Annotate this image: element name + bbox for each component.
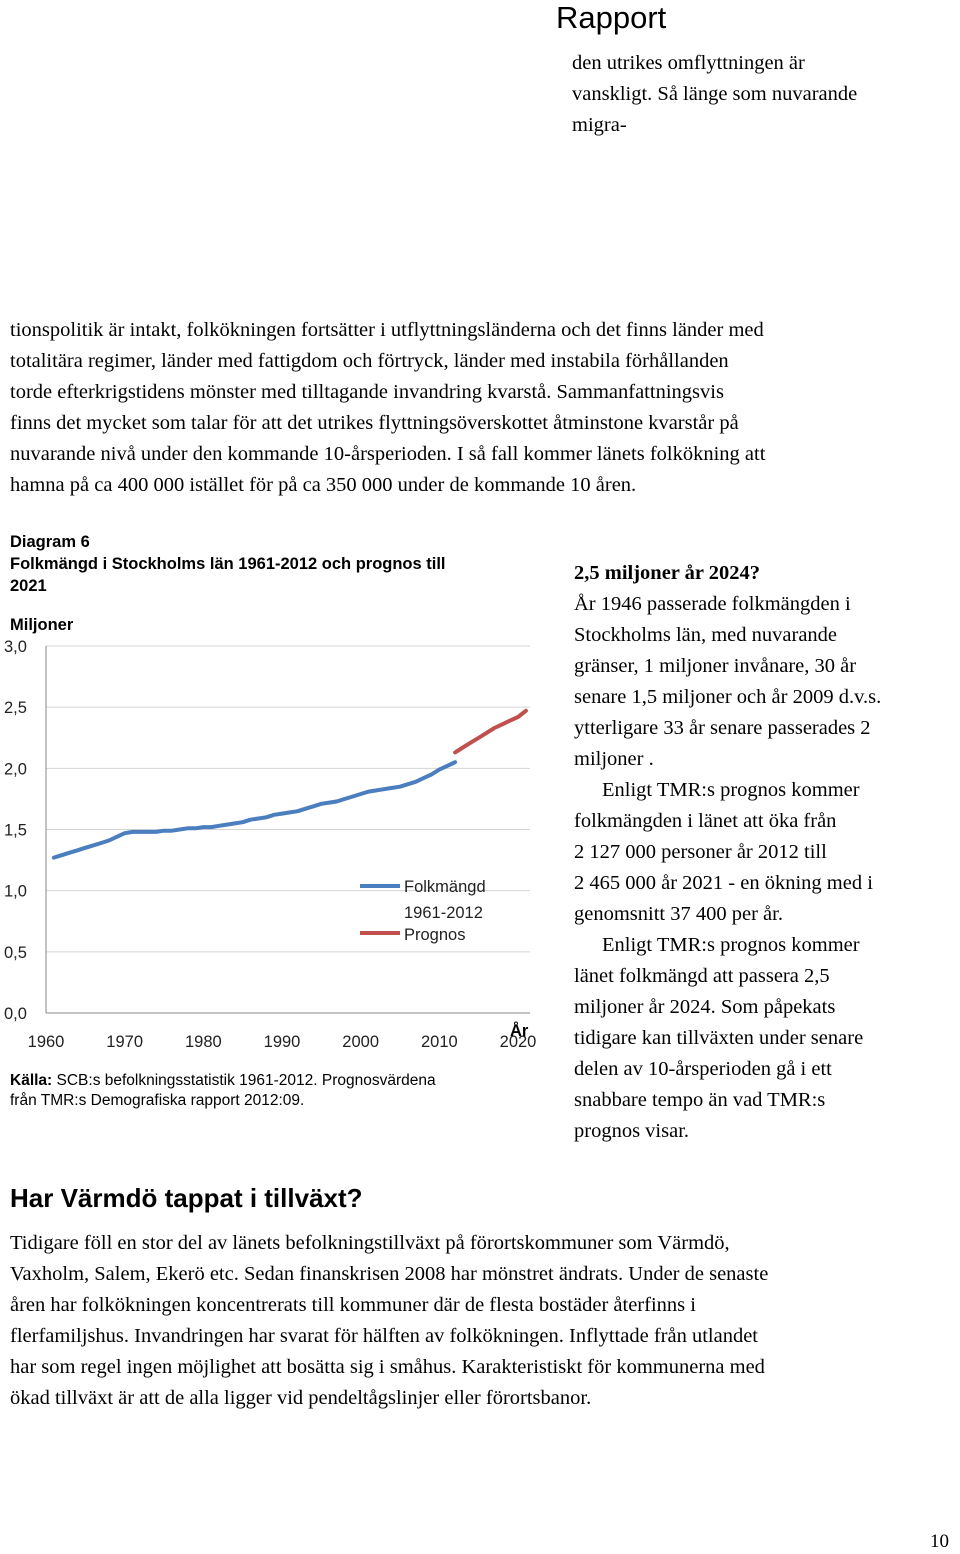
side-paragraphs: År 1946 passerade folkmängden i Stockholm… (574, 589, 954, 1147)
text-line: hamna på ca 400 000 istället för på ca 3… (10, 474, 637, 496)
text-line: migra- (572, 114, 627, 136)
y-tick-label: 0,5 (4, 944, 27, 962)
side-text-line: 2 127 000 personer år 2012 till (574, 841, 827, 863)
side-text-line: senare 1,5 miljoner och år 2009 d.v.s. (574, 686, 882, 708)
x-tick-label: 1980 (185, 1033, 222, 1051)
x-tick-label: 2000 (342, 1033, 379, 1051)
side-text-line: genomsnitt 37 400 per år. (574, 903, 783, 925)
series-line-historical (51, 760, 458, 860)
text-line: finns det mycket som talar för att det u… (10, 412, 739, 434)
side-text-line: miljoner år 2024. Som påpekats (574, 996, 836, 1018)
side-heading: 2,5 miljoner år 2024? (574, 562, 761, 584)
legend-label-historical-line1: Folkmängd (404, 878, 486, 896)
side-text-line: Enligt TMR:s prognos kommer (602, 779, 860, 801)
text-line: tionspolitik är intakt, folkökningen for… (10, 319, 764, 341)
chart-source: Källa: SCB:s befolkningsstatistik 1961-2… (10, 1071, 540, 1111)
text-line: torde efterkrigstidens mönster med tillt… (10, 381, 724, 403)
side-text-line: År 1946 passerade folkmängden i (574, 593, 851, 615)
series-lines (51, 708, 528, 860)
population-line-chart: 0,0 0,5 1,0 1,5 2,0 2,5 3,0 1960 1970 1980 1990 200… (4, 616, 536, 1051)
text-line: flerfamiljshus. Invandringen har svarat … (10, 1325, 758, 1347)
x-tick-label: 2020 (500, 1033, 537, 1051)
source-text: SCB:s befolkningsstatistik 1961-2012. Pr… (52, 1072, 436, 1089)
side-text-line: ytterligare 33 år senare passerades 2 (574, 717, 871, 739)
y-tick-label: 2,0 (4, 760, 27, 778)
x-tick-label: 1970 (106, 1033, 143, 1051)
section-heading: Har Värmdö tappat i tillväxt? (10, 1183, 363, 1213)
y-tick-label: 0,0 (4, 1005, 27, 1023)
text-line: nuvarande nivå under den kommande 10-års… (10, 443, 766, 465)
text-line: ökad tillväxt är att de alla ligger vid … (10, 1387, 592, 1409)
side-text-line: 2 465 000 år 2021 - en ökning med i (574, 872, 873, 894)
y-tick-label: 3,0 (4, 638, 27, 656)
series-line-forecast (453, 708, 528, 755)
text-line: totalitära regimer, länder med fattigdom… (10, 350, 729, 372)
side-text-line: Stockholms län, med nuvarande (574, 624, 838, 646)
side-text-line: länet folkmängd att passera 2,5 (574, 965, 830, 987)
x-tick-label: 2010 (421, 1033, 458, 1051)
side-text-line: prognos visar. (574, 1120, 690, 1142)
page-header-title: Rapport (556, 0, 667, 35)
side-column: 2,5 miljoner år 2024? År 1946 passerade … (574, 558, 954, 1147)
y-tick-label: 1,5 (4, 822, 27, 840)
grid-lines (46, 645, 530, 953)
x-tick-label: 1960 (28, 1033, 65, 1051)
x-tick-label: 1990 (264, 1033, 301, 1051)
text-line: den utrikes omflyttningen är (572, 52, 805, 74)
side-text-line: folkmängden i länet att öka från (574, 810, 837, 832)
wide-paragraph: tionspolitik är intakt, folkökningen for… (10, 315, 955, 501)
text-line: Vaxholm, Salem, Ekerö etc. Sedan finansk… (10, 1263, 769, 1285)
diagram-title-line: 2021 (10, 577, 47, 595)
diagram-caption: Diagram 6 Folkmängd i Stockholms län 196… (10, 531, 530, 597)
text-line: Tidigare föll en stor del av länets befo… (10, 1232, 730, 1254)
bottom-paragraph: Tidigare föll en stor del av länets befo… (10, 1228, 955, 1414)
side-text-line: gränser, 1 miljoner invånare, 30 år (574, 655, 857, 677)
x-axis-title: År (510, 1021, 529, 1040)
source-text: från TMR:s Demografiska rapport 2012:09. (10, 1092, 305, 1109)
side-text-line: miljoner . (574, 748, 654, 770)
side-text-line: Enligt TMR:s prognos kommer (602, 934, 860, 956)
legend-label-historical-line2: 1961-2012 (404, 904, 483, 922)
side-text-line: delen av 10-årsperioden gå i ett (574, 1058, 832, 1080)
legend-label-forecast: Prognos (404, 926, 465, 944)
text-line: åren har folkökningen koncentrerats till… (10, 1294, 696, 1316)
diagram-title-line: Folkmängd i Stockholms län 1961-2012 och… (10, 555, 446, 573)
text-line: vanskligt. Så länge som nuvarande (572, 83, 858, 105)
source-label: Källa: (10, 1072, 53, 1089)
legend: Folkmängd 1961-2012 Prognos (360, 878, 486, 944)
top-column-text: den utrikes omflyttningen är vanskligt. … (572, 48, 942, 141)
text-line: har som regel ingen möjlighet att bosätt… (10, 1356, 765, 1378)
y-tick-label: 1,0 (4, 883, 27, 901)
tick-labels: 0,0 0,5 1,0 1,5 2,0 2,5 3,0 1960 1970 1980 1990 200… (4, 638, 536, 1051)
y-axis-title: Miljoner (10, 616, 74, 634)
y-tick-label: 2,5 (4, 699, 27, 717)
page-number: 10 (930, 1531, 949, 1552)
diagram-label: Diagram 6 (10, 533, 90, 551)
side-text-line: tidigare kan tillväxten under senare (574, 1027, 864, 1049)
side-text-line: snabbare tempo än vad TMR:s (574, 1089, 826, 1111)
